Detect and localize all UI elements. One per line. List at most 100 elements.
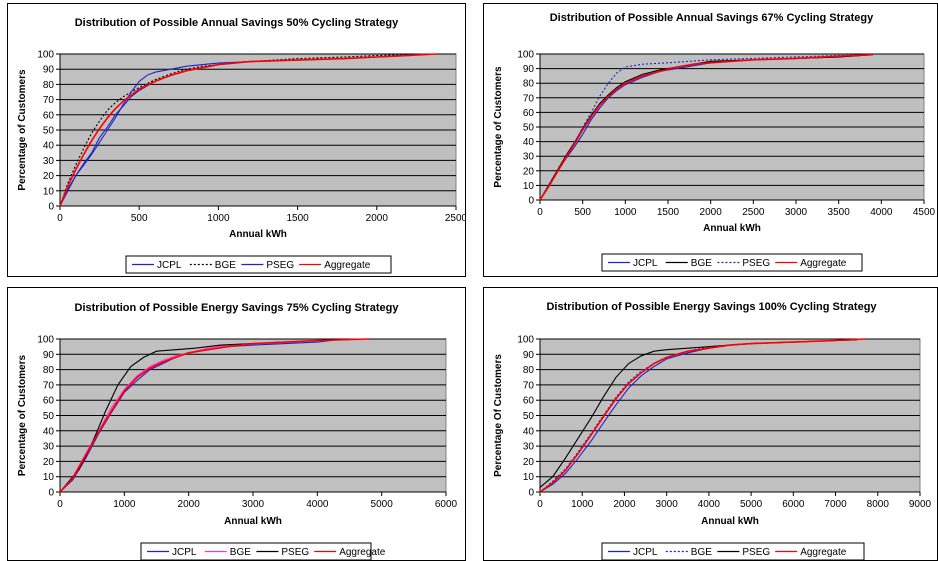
- y-tick-label: 60: [43, 396, 55, 407]
- y-tick-label: 80: [523, 79, 535, 90]
- y-tick-label: 100: [517, 50, 534, 61]
- y-tick-label: 90: [43, 350, 55, 361]
- x-tick-label: 1000: [614, 207, 637, 218]
- x-tick-label: 5000: [371, 499, 394, 510]
- legend: JCPL BGE PSEG Aggregate: [140, 542, 386, 560]
- x-tick-label: 1500: [657, 207, 680, 218]
- x-tick-label: 2000: [366, 213, 389, 224]
- y-tick-label: 30: [523, 442, 535, 453]
- legend-label: Aggregate: [324, 260, 371, 271]
- x-tick-label: 4000: [698, 499, 721, 510]
- x-tick-label: 1000: [571, 499, 594, 510]
- y-tick-label: 10: [43, 472, 55, 483]
- y-tick-label: 40: [43, 141, 55, 152]
- y-tick-label: 90: [523, 350, 535, 361]
- x-tick-label: 6000: [782, 499, 805, 510]
- y-tick-label: 20: [523, 457, 535, 468]
- x-axis-label: Annual kWh: [224, 516, 282, 527]
- y-tick-label: 30: [523, 152, 535, 163]
- y-tick-label: 20: [43, 171, 55, 182]
- x-tick-label: 3000: [242, 499, 265, 510]
- legend-label: JCPL: [633, 258, 658, 269]
- x-tick-label: 0: [57, 213, 63, 224]
- y-tick-label: 70: [523, 93, 535, 104]
- y-tick-label: 90: [43, 65, 55, 76]
- chart-67pct-svg: Distribution of Possible Annual Savings …: [493, 12, 936, 272]
- legend-label: JCPL: [157, 260, 182, 271]
- chart-panel-100pct: Distribution of Possible Energy Savings …: [483, 287, 938, 561]
- x-axis-label: Annual kWh: [701, 516, 759, 527]
- y-tick-label: 50: [43, 411, 55, 422]
- series-line-aggregate: [539, 338, 866, 493]
- legend-label: BGE: [230, 547, 251, 558]
- y-axis-label: Percentage of Customers: [17, 354, 28, 476]
- y-tick-label: 10: [523, 472, 535, 483]
- chart-title: Distribution of Possible Annual Savings …: [550, 12, 874, 24]
- y-tick-label: 60: [523, 396, 535, 407]
- legend-box: [140, 542, 372, 560]
- y-tick-label: 50: [523, 123, 535, 134]
- y-tick-label: 90: [523, 64, 535, 75]
- y-tick-label: 80: [43, 365, 55, 376]
- y-tick-label: 40: [523, 137, 535, 148]
- legend-label: Aggregate: [339, 547, 386, 558]
- y-tick-label: 60: [523, 108, 535, 119]
- legend-label: PSEG: [742, 547, 770, 558]
- legend-label: PSEG: [742, 258, 770, 269]
- y-tick-label: 30: [43, 442, 55, 453]
- chart-title: Distribution of Possible Energy Savings …: [75, 302, 400, 314]
- y-tick-label: 30: [43, 156, 55, 167]
- legend-label: PSEG: [266, 260, 294, 271]
- y-tick-label: 60: [43, 110, 55, 121]
- x-tick-label: 0: [537, 207, 543, 218]
- y-tick-label: 10: [523, 181, 535, 192]
- y-tick-label: 0: [528, 488, 534, 499]
- legend-label: Aggregate: [800, 547, 847, 558]
- legend-box: [601, 253, 863, 272]
- y-tick-label: 100: [37, 50, 54, 61]
- x-tick-label: 2500: [742, 207, 765, 218]
- y-tick-label: 0: [48, 488, 54, 499]
- x-tick-label: 5000: [740, 499, 763, 510]
- y-tick-label: 100: [517, 335, 534, 346]
- y-tick-label: 100: [37, 335, 54, 346]
- legend: JCPL BGE PSEG Aggregate: [601, 542, 865, 560]
- y-tick-label: 0: [48, 202, 54, 213]
- chart-panel-67pct: Distribution of Possible Annual Savings …: [483, 3, 938, 277]
- x-tick-label: 1000: [113, 499, 136, 510]
- x-axis-label: Annual kWh: [703, 223, 761, 234]
- legend-label: BGE: [691, 258, 712, 269]
- x-tick-label: 2000: [178, 499, 201, 510]
- x-tick-label: 4000: [870, 207, 893, 218]
- series-line-jcpl: [59, 339, 337, 493]
- legend: JCPL BGE PSEG Aggregate: [125, 255, 392, 274]
- y-tick-label: 80: [43, 80, 55, 91]
- legend-label: BGE: [215, 260, 236, 271]
- y-tick-label: 50: [523, 411, 535, 422]
- x-tick-label: 8000: [867, 499, 890, 510]
- series-line-aggregate: [59, 338, 369, 493]
- y-tick-label: 10: [43, 186, 55, 197]
- y-tick-label: 20: [43, 457, 55, 468]
- x-tick-label: 0: [57, 499, 63, 510]
- legend-label: PSEG: [281, 547, 309, 558]
- chart-100pct-svg: Distribution of Possible Energy Savings …: [493, 301, 932, 560]
- y-tick-label: 70: [43, 95, 55, 106]
- chart-panel-75pct: Distribution of Possible Energy Savings …: [7, 287, 466, 561]
- x-tick-label: 2000: [613, 499, 636, 510]
- y-axis-label: Percentage Of Customers: [493, 354, 504, 477]
- legend-label: JCPL: [633, 547, 658, 558]
- x-tick-label: 4000: [306, 499, 329, 510]
- x-tick-label: 6000: [435, 499, 458, 510]
- y-tick-label: 70: [523, 380, 535, 391]
- chart-title: Distribution of Possible Annual Savings …: [75, 17, 399, 29]
- chart-title: Distribution of Possible Energy Savings …: [546, 301, 877, 313]
- x-tick-label: 2000: [700, 207, 723, 218]
- x-tick-label: 0: [537, 499, 543, 510]
- x-tick-label: 3000: [785, 207, 808, 218]
- legend: JCPL BGE PSEG Aggregate: [601, 253, 863, 272]
- legend-label: JCPL: [172, 547, 197, 558]
- y-tick-label: 20: [523, 166, 535, 177]
- x-tick-label: 9000: [909, 499, 932, 510]
- y-axis-label: Percentage of Customers: [17, 69, 28, 191]
